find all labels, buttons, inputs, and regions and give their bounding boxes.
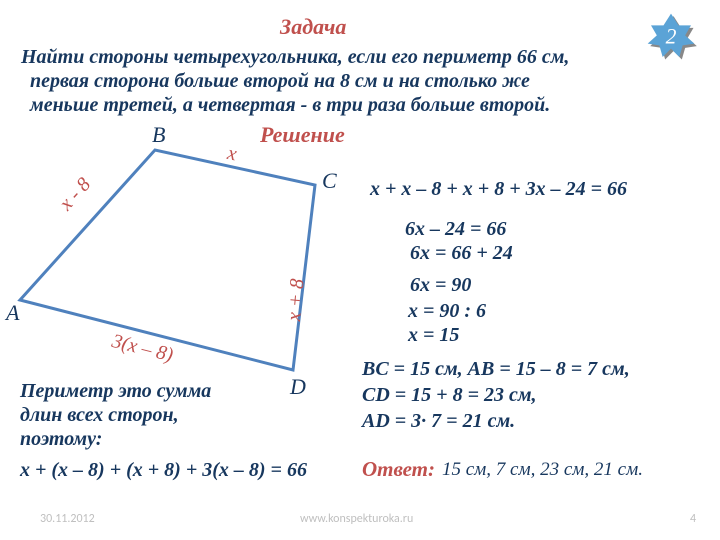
vertex-C: C [322, 168, 337, 194]
vertex-A: A [6, 300, 19, 326]
vertex-B: B [152, 122, 165, 148]
answer-value: 15 см, 7 см, 23 см, 21 см. [442, 459, 643, 481]
work-eq1: x + x – 8 + x + 8 + 3x – 24 = 66 [370, 178, 627, 201]
side-CD-label: x + 8 [283, 278, 310, 322]
perimeter-note-3: поэтому: [20, 428, 102, 451]
perimeter-note-1: Периметр это сумма [20, 380, 211, 403]
footer-page: 4 [690, 512, 696, 526]
main-equation: x + (x – 8) + (x + 8) + 3(x – 8) = 66 [20, 459, 307, 482]
sides-line1: BC = 15 см, AB = 15 – 8 = 7 см, [362, 358, 630, 381]
work-eq4: 6x = 90 [410, 274, 471, 297]
quad-shape [20, 150, 315, 370]
vertex-D: D [290, 374, 306, 400]
work-eq5: x = 90 : 6 [408, 300, 486, 323]
work-eq6: x = 15 [408, 324, 459, 347]
footer-date: 30.11.2012 [40, 512, 95, 526]
perimeter-note-2: длин всех сторон, [20, 404, 179, 427]
sides-line2: CD = 15 + 8 = 23 см, [362, 384, 537, 407]
footer-url: www.konspekturoka.ru [300, 512, 413, 526]
work-eq2: 6x – 24 = 66 [405, 218, 506, 241]
sides-line3: AD = 3· 7 = 21 см. [362, 410, 515, 433]
answer-label: Ответ: [362, 457, 435, 482]
work-eq3: 6x = 66 + 24 [410, 242, 513, 265]
